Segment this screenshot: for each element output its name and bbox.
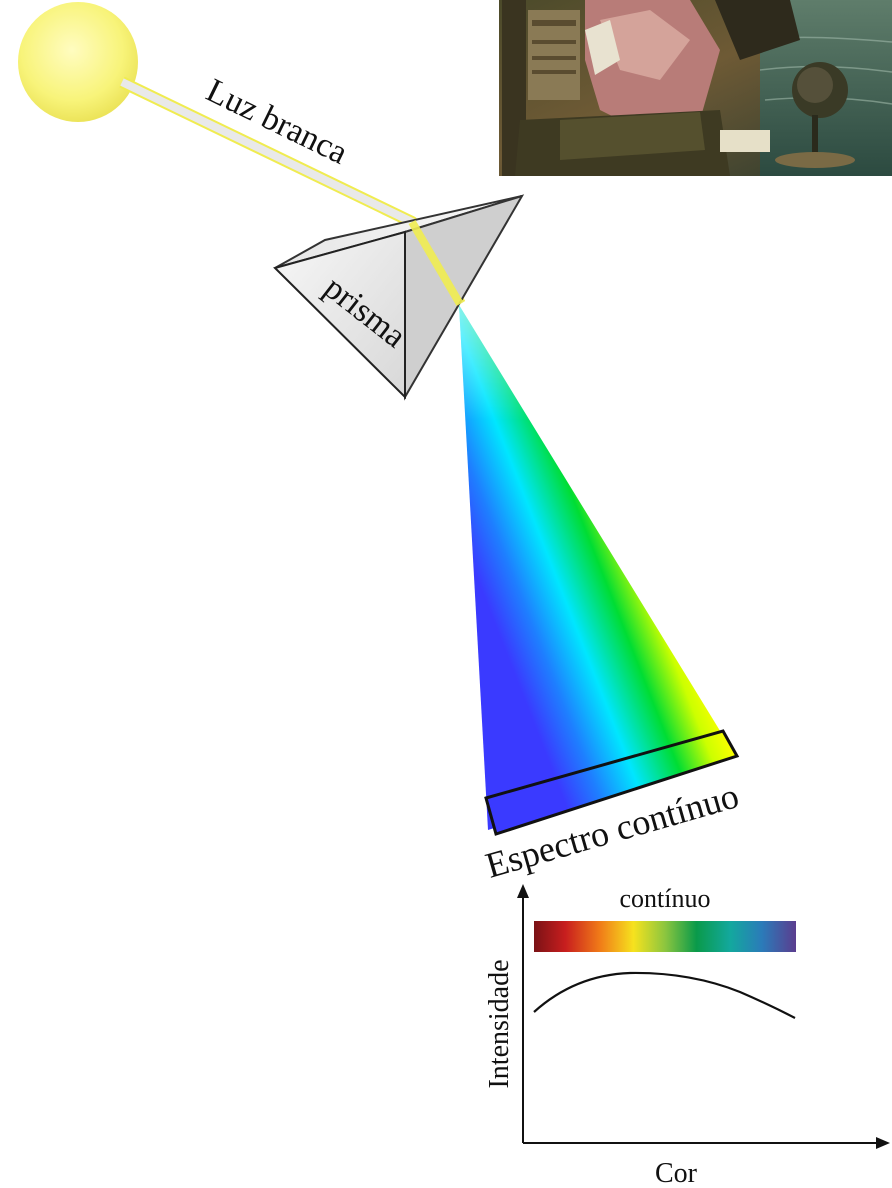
- spectrum-fan: [459, 305, 740, 836]
- x-axis-arrow-icon: [876, 1137, 890, 1149]
- refracted-beam: [408, 219, 464, 307]
- sun-icon: [18, 2, 138, 122]
- prism: [273, 194, 525, 401]
- color-band: [534, 921, 796, 952]
- intensity-graph: [517, 884, 890, 1149]
- band-label: contínuo: [620, 884, 711, 913]
- y-axis-arrow-icon: [517, 884, 529, 898]
- y-axis-label: Intensidade: [484, 959, 515, 1088]
- intensity-curve: [533, 971, 796, 1019]
- x-axis-label: Cor: [655, 1158, 698, 1188]
- portrait-painting-icon: [499, 0, 892, 176]
